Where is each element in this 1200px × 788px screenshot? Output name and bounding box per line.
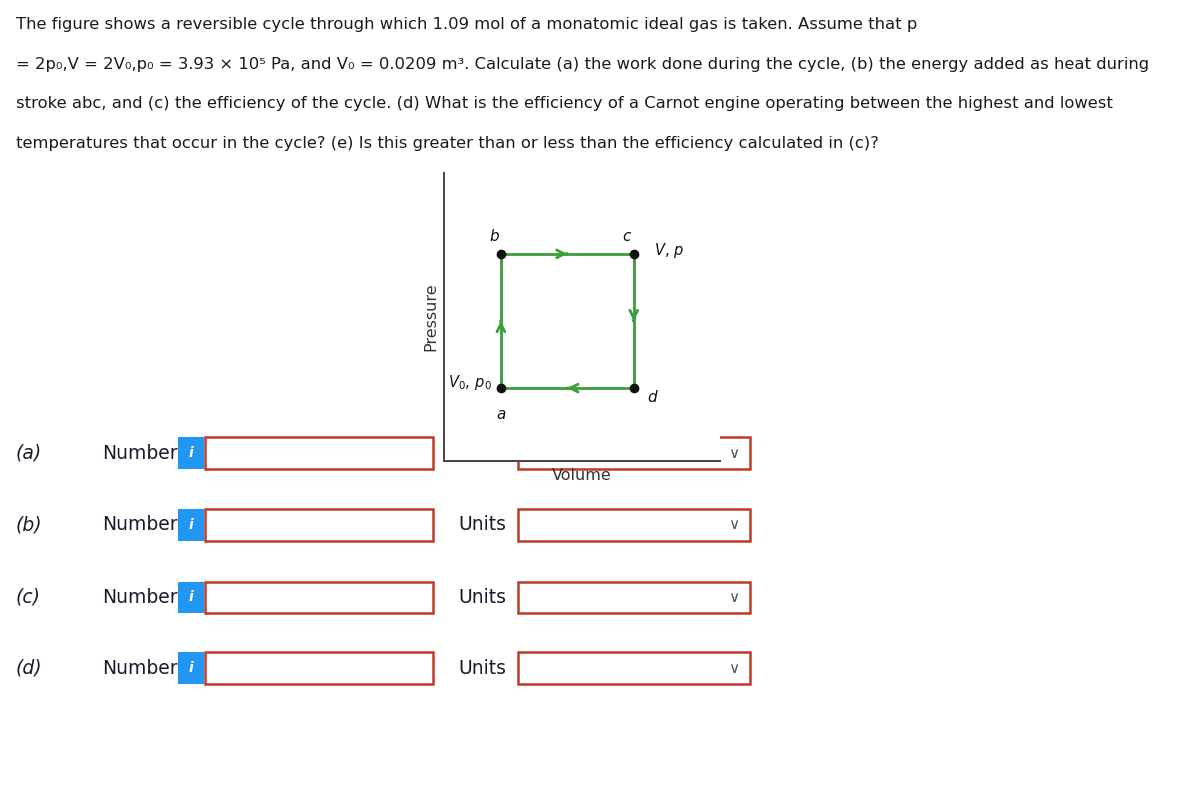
FancyBboxPatch shape <box>518 509 750 541</box>
Text: ∨: ∨ <box>727 445 739 461</box>
Text: b: b <box>490 229 499 244</box>
Text: i: i <box>188 661 193 675</box>
Text: Number: Number <box>102 659 178 678</box>
Y-axis label: Pressure: Pressure <box>424 283 438 351</box>
Text: i: i <box>188 518 193 532</box>
Text: stroke abc, and (c) the efficiency of the cycle. (d) What is the efficiency of a: stroke abc, and (c) the efficiency of th… <box>16 96 1112 111</box>
Text: Number: Number <box>102 515 178 534</box>
Text: (c): (c) <box>16 588 41 607</box>
Text: (a): (a) <box>16 444 42 463</box>
Text: c: c <box>623 229 631 244</box>
Text: Units: Units <box>458 588 506 607</box>
Text: (b): (b) <box>16 515 42 534</box>
FancyBboxPatch shape <box>518 652 750 684</box>
Text: temperatures that occur in the cycle? (e) Is this greater than or less than the : temperatures that occur in the cycle? (e… <box>16 136 878 151</box>
Text: ∨: ∨ <box>727 660 739 676</box>
FancyBboxPatch shape <box>205 509 433 541</box>
Text: Units: Units <box>458 515 506 534</box>
Text: (d): (d) <box>16 659 42 678</box>
FancyBboxPatch shape <box>518 437 750 469</box>
FancyBboxPatch shape <box>205 652 433 684</box>
Text: i: i <box>188 446 193 460</box>
Text: Number: Number <box>102 588 178 607</box>
Text: ∨: ∨ <box>727 517 739 533</box>
Text: Units: Units <box>458 444 506 463</box>
Text: d: d <box>648 390 658 405</box>
Text: The figure shows a reversible cycle through which 1.09 mol of a monatomic ideal : The figure shows a reversible cycle thro… <box>16 17 917 32</box>
Text: = 2p₀,V = 2V₀,p₀ = 3.93 × 10⁵ Pa, and V₀ = 0.0209 m³. Calculate (a) the work don: = 2p₀,V = 2V₀,p₀ = 3.93 × 10⁵ Pa, and V₀… <box>16 57 1148 72</box>
FancyBboxPatch shape <box>178 509 204 541</box>
FancyBboxPatch shape <box>178 437 204 469</box>
FancyBboxPatch shape <box>205 582 433 613</box>
X-axis label: Volume: Volume <box>552 468 612 483</box>
Text: i: i <box>188 590 193 604</box>
Text: Units: Units <box>458 659 506 678</box>
Text: $V, \, p$: $V, \, p$ <box>654 240 685 259</box>
Text: $V_0, \, p_0$: $V_0, \, p_0$ <box>449 373 492 392</box>
FancyBboxPatch shape <box>205 437 433 469</box>
FancyBboxPatch shape <box>178 582 204 613</box>
FancyBboxPatch shape <box>178 652 204 684</box>
Text: a: a <box>497 407 505 422</box>
Text: Number: Number <box>102 444 178 463</box>
Text: ∨: ∨ <box>727 589 739 605</box>
FancyBboxPatch shape <box>518 582 750 613</box>
